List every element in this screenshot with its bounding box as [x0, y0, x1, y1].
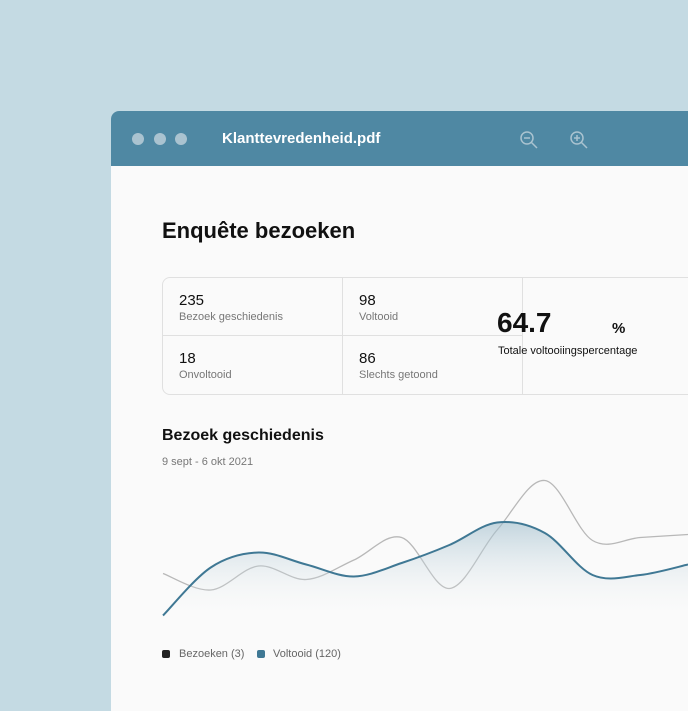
stat-cell: 98 Voltooid [343, 278, 523, 336]
stat-label: Onvoltooid [179, 369, 232, 381]
stats-box: 235 Bezoek geschiedenis 98 Voltooid 18 Onvo… [162, 277, 688, 395]
chart [162, 479, 688, 620]
total-unit: % [612, 320, 626, 337]
stat-label: Slechts getoond [359, 369, 438, 381]
page-heading: Enquête bezoeken [162, 218, 356, 243]
page: Klanttevredenheid.pdf Enquête bezoeken 2… [111, 111, 688, 711]
chart-title: Bezoek geschiedenis [162, 427, 324, 444]
window-dot[interactable] [132, 133, 144, 145]
stat-cell: 86 Slechts getoond [343, 336, 523, 394]
stat-value: 235 [179, 292, 205, 309]
series-line [162, 521, 688, 617]
title-bar: Klanttevredenheid.pdf [111, 111, 688, 166]
total-label: Totale voltooiingspercentage [498, 345, 638, 357]
stat-value: 18 [179, 350, 196, 367]
chart-subtitle: 9 sept - 6 okt 2021 [162, 456, 254, 468]
stat-value: 98 [359, 292, 376, 309]
stat-cell: 235 Bezoek geschiedenis [163, 278, 343, 336]
zoom-in[interactable] [570, 131, 588, 149]
stat-label: Voltooid [359, 311, 399, 323]
window-dot[interactable] [154, 133, 166, 145]
zoom-icons [520, 131, 588, 149]
legend-label: Voltooid (120) [273, 648, 341, 660]
total-value: 64.7 [497, 307, 552, 338]
stat-value: 86 [359, 350, 376, 367]
area-fill [163, 521, 688, 620]
legend-swatch [257, 650, 265, 658]
window-title: Klanttevredenheid.pdf [222, 130, 381, 147]
legend-label: Bezoeken (3) [179, 648, 245, 660]
zoom-out[interactable] [520, 131, 538, 149]
stat-cell: 18 Onvoltooid [163, 336, 343, 394]
window-dot[interactable] [175, 133, 187, 145]
stat-label: Bezoek geschiedenis [179, 311, 283, 323]
legend-swatch [162, 650, 170, 658]
